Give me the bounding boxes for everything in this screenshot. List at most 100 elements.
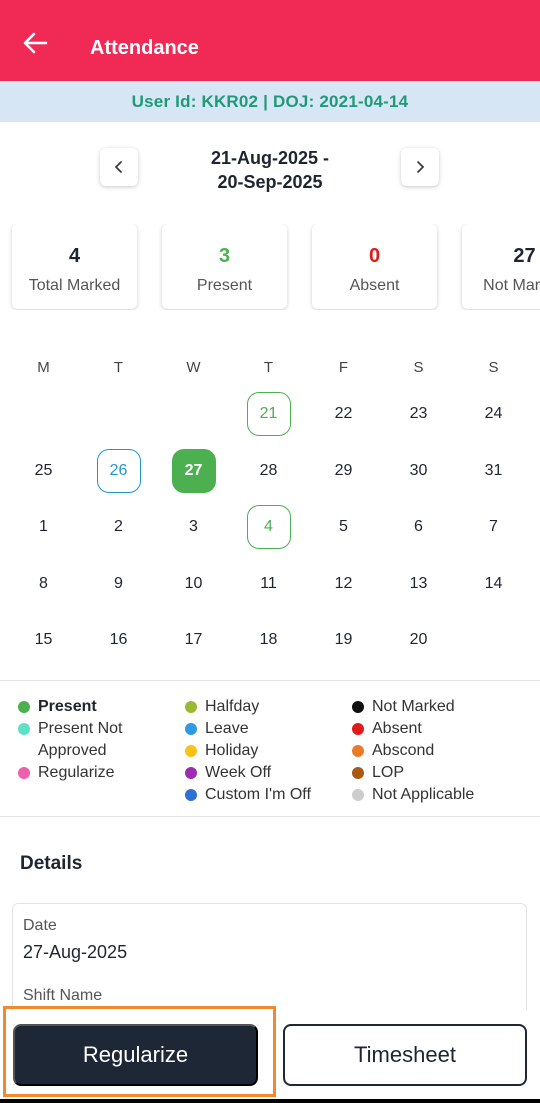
calendar-day[interactable]: 3 <box>189 518 198 536</box>
calendar-day[interactable]: 27 <box>171 448 216 493</box>
calendar-cell: 1 <box>6 499 81 556</box>
calendar-cell: 31 <box>456 443 531 500</box>
calendar-day[interactable]: 12 <box>334 574 353 592</box>
calendar-week-row: 25 26 27 28 29 30 31 <box>6 443 534 500</box>
calendar-cell: 5 <box>306 499 381 556</box>
stat-card-total-marked[interactable]: 4 Total Marked <box>12 224 137 309</box>
calendar-cell: 28 <box>231 443 306 500</box>
legend-item: Not Applicable <box>352 784 522 806</box>
calendar-day[interactable]: 21 <box>246 392 291 437</box>
stat-label: Not Marked <box>483 277 540 294</box>
calendar-day[interactable]: 6 <box>414 518 423 536</box>
calendar-day[interactable]: 4 <box>246 505 291 550</box>
calendar-day[interactable]: 13 <box>409 574 428 592</box>
calendar-cell: 8 <box>6 556 81 613</box>
stat-value: 3 <box>218 245 231 267</box>
calendar-day[interactable]: 22 <box>334 405 353 423</box>
calendar-day[interactable]: 30 <box>409 461 428 479</box>
calendar-day[interactable]: 5 <box>339 518 348 536</box>
legend-label: Custom I'm Off <box>205 786 311 803</box>
status-dot-icon <box>18 723 30 735</box>
calendar-cell: 10 <box>156 556 231 613</box>
calendar-day[interactable]: 18 <box>259 631 278 649</box>
legend-label: Halfday <box>205 698 260 715</box>
calendar-day[interactable]: 23 <box>409 405 428 423</box>
calendar-day[interactable]: 15 <box>34 631 53 649</box>
weekday-label: T <box>263 359 274 376</box>
timesheet-button[interactable]: Timesheet <box>283 1024 527 1086</box>
calendar-cell <box>6 386 81 443</box>
calendar-day[interactable]: 31 <box>484 461 503 479</box>
calendar-day[interactable]: 11 <box>260 574 277 592</box>
regularize-button[interactable]: Regularize <box>13 1024 258 1086</box>
calendar-day[interactable]: 29 <box>334 461 353 479</box>
calendar-day[interactable]: 17 <box>184 631 203 649</box>
calendar-cell: 18 <box>231 612 306 669</box>
calendar-day[interactable]: 26 <box>96 448 141 493</box>
divider <box>0 680 540 681</box>
legend-label: Present <box>38 698 97 715</box>
calendar-day[interactable]: 7 <box>489 518 498 536</box>
weekday-label: S <box>488 359 499 376</box>
stat-card-absent[interactable]: 0 Absent <box>312 224 437 309</box>
calendar-cell <box>456 612 531 669</box>
calendar-day[interactable]: 24 <box>484 405 503 423</box>
calendar-day[interactable]: 19 <box>334 631 353 649</box>
calendar-day[interactable]: 16 <box>109 631 128 649</box>
legend-item: Regularize <box>18 762 168 784</box>
status-dot-icon <box>352 701 364 713</box>
calendar-day[interactable]: 1 <box>39 518 48 536</box>
calendar-cell: 30 <box>381 443 456 500</box>
date-range-nav: 21-Aug-2025 - 20-Sep-2025 <box>0 122 540 212</box>
calendar-cell: 15 <box>6 612 81 669</box>
calendar-day[interactable]: 20 <box>409 631 428 649</box>
legend-column: Halfday Leave Holiday Week Off Custom I'm Of… <box>185 696 345 806</box>
status-dot-icon <box>185 745 197 757</box>
calendar-day[interactable]: 14 <box>484 574 503 592</box>
stat-label: Total Marked <box>28 277 121 294</box>
stat-card-present[interactable]: 3 Present <box>162 224 287 309</box>
calendar-cell: 22 <box>306 386 381 443</box>
calendar-grid: 21 22 23 24 25 26 27 28 29 30 31 1 2 3 4 5 6 7 8 9 10 11 12 13 1… <box>6 386 534 669</box>
calendar-cell: 29 <box>306 443 381 500</box>
calendar-cell: 16 <box>81 612 156 669</box>
attendance-stats: 4 Total Marked 3 Present 0 Absent 27 Not… <box>0 224 540 310</box>
date-range: 21-Aug-2025 - 20-Sep-2025 <box>160 146 380 194</box>
divider <box>0 816 540 817</box>
stat-label: Absent <box>349 277 400 294</box>
stat-value: 27 <box>513 245 536 267</box>
status-dot-icon <box>185 789 197 801</box>
calendar-cell: 25 <box>6 443 81 500</box>
chevron-left-icon <box>114 161 122 173</box>
app-header: Attendance <box>0 0 540 81</box>
calendar-cell: 24 <box>456 386 531 443</box>
highlight-box <box>3 1006 276 1097</box>
calendar-cell: 7 <box>456 499 531 556</box>
calendar-day[interactable]: 9 <box>114 574 123 592</box>
legend-item: LOP <box>352 762 522 784</box>
calendar-day[interactable]: 28 <box>259 461 278 479</box>
calendar-cell: 13 <box>381 556 456 613</box>
legend-item: Leave <box>185 718 345 740</box>
back-arrow-icon[interactable] <box>20 28 50 58</box>
status-dot-icon <box>185 723 197 735</box>
calendar-day[interactable]: 2 <box>114 518 123 536</box>
calendar-day[interactable]: 25 <box>34 461 53 479</box>
calendar-week-row: 8 9 10 11 12 13 14 <box>6 556 534 613</box>
calendar-cell: 3 <box>156 499 231 556</box>
status-dot-icon <box>18 767 30 779</box>
calendar-day[interactable]: 10 <box>184 574 203 592</box>
next-period-button[interactable] <box>401 148 439 186</box>
stat-card-not-marked[interactable]: 27 Not Marked <box>462 224 540 309</box>
previous-period-button[interactable] <box>100 148 138 186</box>
legend-item: Halfday <box>185 696 345 718</box>
date-range-end: 20-Sep-2025 <box>217 172 323 192</box>
weekday-label: S <box>413 359 424 376</box>
status-dot-icon <box>352 767 364 779</box>
status-legend: Present Present Not Approved Regularize Ha… <box>18 696 528 806</box>
legend-label: Week Off <box>205 764 272 781</box>
legend-label: Present Not Approved <box>38 720 123 759</box>
calendar-cell: 17 <box>156 612 231 669</box>
calendar-day[interactable]: 8 <box>39 574 48 592</box>
